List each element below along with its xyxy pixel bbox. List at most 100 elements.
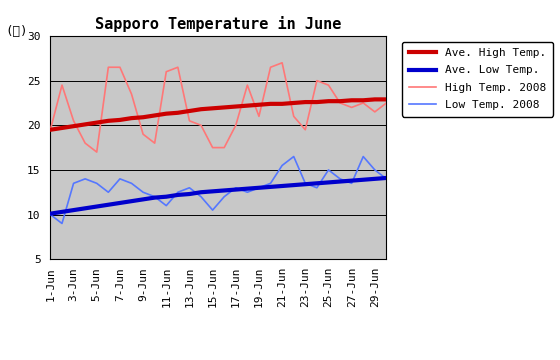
Low Temp. 2008 bbox=[314, 186, 320, 190]
High Temp. 2008 bbox=[348, 105, 355, 109]
Low Temp. 2008 bbox=[302, 181, 309, 185]
Low Temp. 2008 bbox=[175, 190, 181, 194]
Ave. Low Temp. bbox=[244, 186, 251, 191]
High Temp. 2008 bbox=[151, 141, 158, 145]
Low Temp. 2008 bbox=[244, 190, 251, 194]
High Temp. 2008 bbox=[302, 127, 309, 132]
Ave. Low Temp. bbox=[383, 176, 390, 180]
High Temp. 2008 bbox=[209, 145, 216, 150]
Ave. High Temp. bbox=[267, 102, 274, 106]
Ave. Low Temp. bbox=[59, 210, 66, 214]
Ave. High Temp. bbox=[163, 112, 170, 116]
Ave. High Temp. bbox=[82, 122, 88, 127]
Ave. High Temp. bbox=[94, 121, 100, 125]
Ave. Low Temp. bbox=[279, 184, 286, 188]
Text: (℃): (℃) bbox=[6, 25, 28, 38]
Ave. High Temp. bbox=[151, 113, 158, 118]
Low Temp. 2008 bbox=[232, 186, 239, 190]
Ave. High Temp. bbox=[302, 100, 309, 104]
Low Temp. 2008 bbox=[221, 194, 227, 199]
High Temp. 2008 bbox=[325, 83, 332, 87]
Ave. High Temp. bbox=[175, 111, 181, 115]
Low Temp. 2008 bbox=[94, 181, 100, 185]
Line: Low Temp. 2008: Low Temp. 2008 bbox=[50, 157, 386, 224]
Ave. Low Temp. bbox=[232, 188, 239, 192]
Line: Ave. Low Temp.: Ave. Low Temp. bbox=[50, 178, 386, 214]
Ave. Low Temp. bbox=[302, 182, 309, 186]
High Temp. 2008 bbox=[70, 119, 77, 123]
High Temp. 2008 bbox=[163, 69, 170, 74]
High Temp. 2008 bbox=[314, 78, 320, 83]
Low Temp. 2008 bbox=[348, 181, 355, 185]
Low Temp. 2008 bbox=[128, 181, 135, 185]
Ave. Low Temp. bbox=[128, 199, 135, 203]
High Temp. 2008 bbox=[290, 114, 297, 118]
Ave. High Temp. bbox=[348, 98, 355, 103]
High Temp. 2008 bbox=[232, 123, 239, 127]
High Temp. 2008 bbox=[255, 114, 262, 118]
Ave. Low Temp. bbox=[337, 179, 343, 184]
Legend: Ave. High Temp., Ave. Low Temp., High Temp. 2008, Low Temp. 2008: Ave. High Temp., Ave. Low Temp., High Te… bbox=[402, 41, 553, 117]
Low Temp. 2008 bbox=[70, 181, 77, 185]
Ave. Low Temp. bbox=[209, 189, 216, 194]
Low Temp. 2008 bbox=[198, 194, 204, 199]
Ave. High Temp. bbox=[279, 102, 286, 106]
Low Temp. 2008 bbox=[383, 177, 390, 181]
High Temp. 2008 bbox=[337, 101, 343, 105]
Low Temp. 2008 bbox=[325, 168, 332, 172]
Ave. Low Temp. bbox=[116, 201, 123, 205]
Low Temp. 2008 bbox=[186, 186, 193, 190]
Title: Sapporo Temperature in June: Sapporo Temperature in June bbox=[95, 16, 342, 32]
Ave. Low Temp. bbox=[186, 192, 193, 196]
Low Temp. 2008 bbox=[116, 177, 123, 181]
Ave. Low Temp. bbox=[325, 180, 332, 185]
Ave. High Temp. bbox=[360, 98, 367, 103]
Ave. Low Temp. bbox=[360, 177, 367, 182]
Ave. High Temp. bbox=[244, 103, 251, 108]
Ave. Low Temp. bbox=[163, 194, 170, 199]
High Temp. 2008 bbox=[198, 123, 204, 127]
High Temp. 2008 bbox=[279, 60, 286, 65]
Ave. High Temp. bbox=[186, 109, 193, 113]
Ave. High Temp. bbox=[371, 97, 378, 102]
Low Temp. 2008 bbox=[82, 177, 88, 181]
Ave. Low Temp. bbox=[47, 212, 54, 216]
High Temp. 2008 bbox=[186, 119, 193, 123]
High Temp. 2008 bbox=[267, 65, 274, 69]
High Temp. 2008 bbox=[221, 145, 227, 150]
Ave. Low Temp. bbox=[105, 203, 111, 207]
Ave. Low Temp. bbox=[82, 206, 88, 211]
High Temp. 2008 bbox=[360, 101, 367, 105]
Low Temp. 2008 bbox=[255, 186, 262, 190]
Low Temp. 2008 bbox=[209, 208, 216, 212]
High Temp. 2008 bbox=[82, 141, 88, 145]
Ave. Low Temp. bbox=[221, 188, 227, 193]
High Temp. 2008 bbox=[140, 132, 147, 136]
Ave. High Temp. bbox=[59, 126, 66, 130]
Low Temp. 2008 bbox=[290, 154, 297, 159]
Low Temp. 2008 bbox=[360, 154, 367, 159]
Low Temp. 2008 bbox=[279, 163, 286, 168]
High Temp. 2008 bbox=[383, 101, 390, 105]
Ave. High Temp. bbox=[337, 99, 343, 103]
High Temp. 2008 bbox=[105, 65, 111, 69]
High Temp. 2008 bbox=[59, 83, 66, 87]
High Temp. 2008 bbox=[47, 127, 54, 132]
Ave. High Temp. bbox=[314, 100, 320, 104]
Low Temp. 2008 bbox=[371, 168, 378, 172]
Low Temp. 2008 bbox=[151, 194, 158, 199]
Low Temp. 2008 bbox=[267, 181, 274, 185]
Ave. High Temp. bbox=[232, 104, 239, 109]
Ave. High Temp. bbox=[128, 116, 135, 120]
Ave. High Temp. bbox=[105, 119, 111, 123]
Ave. High Temp. bbox=[140, 115, 147, 120]
Ave. High Temp. bbox=[290, 101, 297, 105]
Ave. Low Temp. bbox=[314, 181, 320, 185]
Ave. Low Temp. bbox=[94, 204, 100, 209]
Ave. Low Temp. bbox=[175, 193, 181, 197]
Low Temp. 2008 bbox=[47, 212, 54, 217]
Ave. High Temp. bbox=[70, 124, 77, 128]
Line: High Temp. 2008: High Temp. 2008 bbox=[50, 63, 386, 152]
Ave. High Temp. bbox=[383, 97, 390, 102]
Low Temp. 2008 bbox=[105, 190, 111, 194]
